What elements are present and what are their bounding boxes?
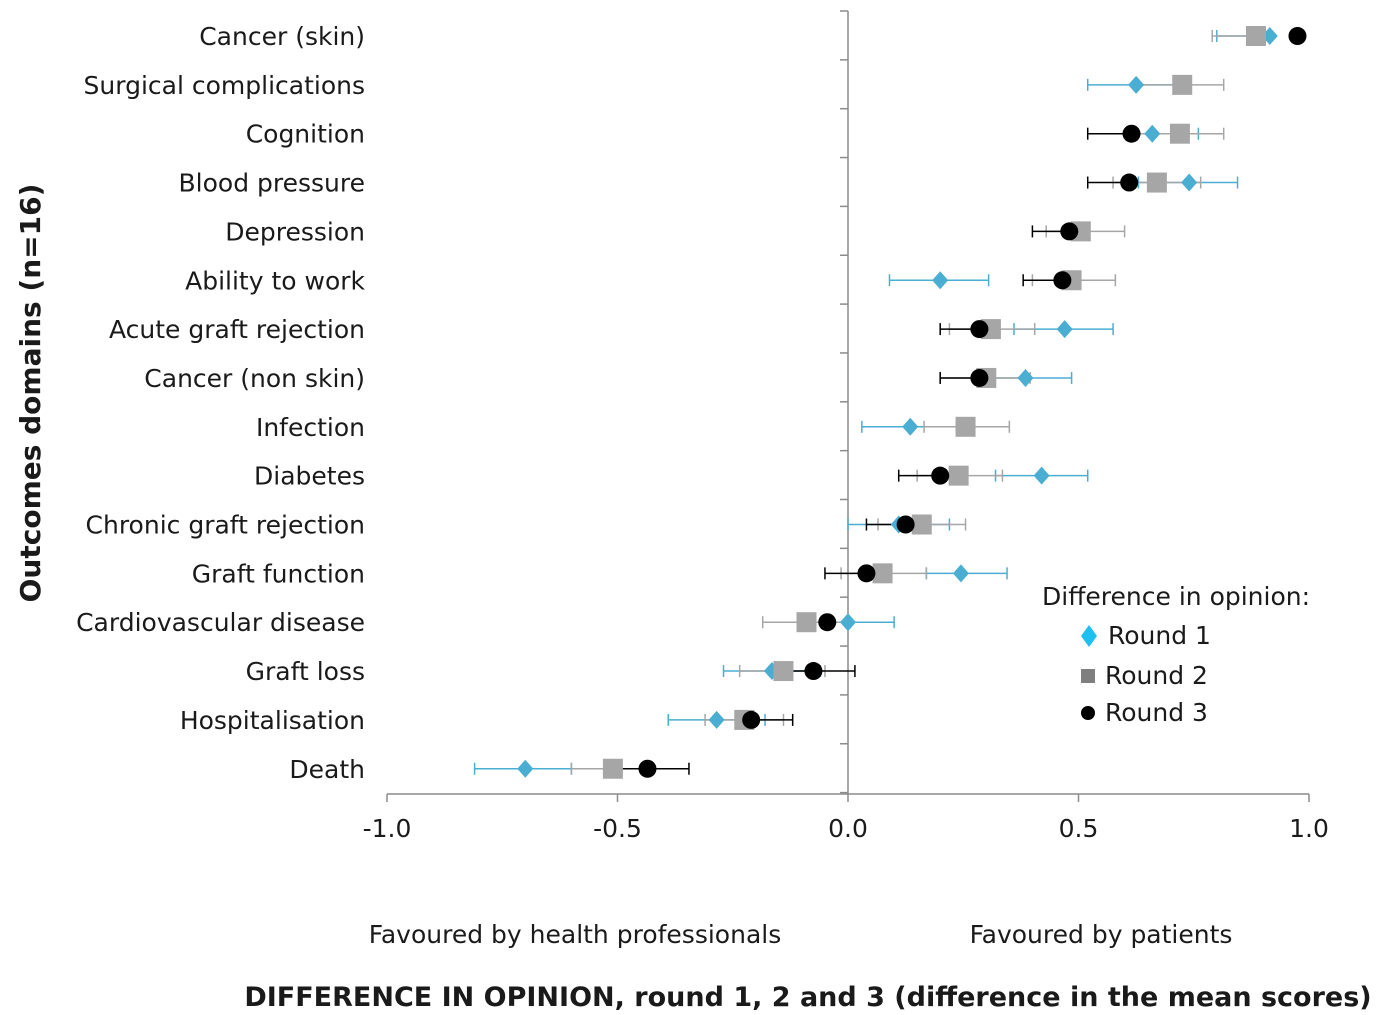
round-2-point <box>911 514 932 535</box>
round-3-point <box>970 320 989 339</box>
legend-diamond-icon <box>1081 625 1097 647</box>
legend-entry-round-1: Round 1 <box>1108 621 1211 650</box>
category-label: Blood pressure <box>179 169 366 198</box>
category-label: Graft loss <box>246 657 365 686</box>
round-3-point <box>931 466 950 485</box>
round-1-point <box>902 417 919 436</box>
round-1-point <box>1128 75 1145 94</box>
right-side-label: Favoured by patients <box>970 920 1233 949</box>
round-1-point <box>1144 124 1161 143</box>
category-label: Graft function <box>192 559 365 588</box>
round-1-point <box>1033 466 1050 485</box>
round-3-point <box>742 710 761 729</box>
round-3-point <box>804 662 823 681</box>
round-1-point <box>708 710 725 729</box>
legend: Difference in opinion: Round 1 Round 2 R… <box>1042 582 1310 727</box>
round-3-point <box>1120 173 1139 192</box>
category-labels: Cancer (skin) Surgical complications Cogni… <box>76 22 365 784</box>
left-side-label: Favoured by health professionals <box>369 920 781 949</box>
category-label: Death <box>289 755 365 784</box>
x-axis-title: DIFFERENCE IN OPINION, round 1, 2 and 3 … <box>244 982 1371 1013</box>
round-2-point <box>948 465 969 486</box>
round-1-point <box>1017 368 1034 387</box>
x-tick-label: -0.5 <box>593 814 642 843</box>
round-2-point <box>1169 123 1190 144</box>
round-2-point <box>872 563 893 584</box>
round-2-point <box>1172 74 1193 95</box>
round-2-point <box>602 758 623 779</box>
x-tick-label: 1.0 <box>1289 814 1329 843</box>
legend-circle-icon <box>1081 706 1095 720</box>
round-3-point <box>1122 124 1141 143</box>
category-label: Surgical complications <box>84 71 365 100</box>
round-3-point <box>896 515 915 534</box>
round-1-point <box>840 613 856 632</box>
data-points <box>517 26 1307 779</box>
round-1-point <box>1056 320 1073 339</box>
category-label: Acute graft rejection <box>109 315 365 344</box>
round-2-point <box>1245 26 1266 46</box>
round-1-point <box>517 759 534 778</box>
legend-square-icon <box>1081 669 1095 683</box>
category-label: Cancer (non skin) <box>144 364 365 393</box>
round-1-point <box>1181 173 1198 192</box>
category-label: Chronic graft rejection <box>86 511 365 540</box>
category-label: Infection <box>256 413 365 442</box>
round-3-point <box>970 368 989 387</box>
round-2-point <box>796 612 817 633</box>
x-tick-label: 0.0 <box>828 814 868 843</box>
round-3-point <box>857 564 876 583</box>
round-3-point <box>638 759 657 778</box>
category-label: Ability to work <box>185 266 365 295</box>
round-3-point <box>1053 271 1072 290</box>
category-label: Cognition <box>246 120 365 149</box>
y-axis-title: Outcomes domains (n=16) <box>14 184 47 603</box>
x-tick-label: -1.0 <box>363 814 412 843</box>
round-2-point <box>773 661 794 682</box>
plot-axes: -1.0 -0.5 0.0 0.5 1.0 <box>363 10 1329 843</box>
category-label: Cardiovascular disease <box>76 608 365 637</box>
round-3-point <box>1288 27 1307 45</box>
round-3-point <box>1060 222 1079 241</box>
round-2-point <box>1146 172 1167 193</box>
legend-entry-round-2: Round 2 <box>1105 661 1208 690</box>
category-label: Cancer (skin) <box>199 22 365 51</box>
round-2-point <box>955 416 976 437</box>
round-3-point <box>818 613 837 632</box>
legend-title: Difference in opinion: <box>1042 582 1310 611</box>
category-label: Diabetes <box>254 462 365 491</box>
category-label: Hospitalisation <box>180 706 365 735</box>
round-1-point <box>952 564 969 583</box>
legend-entry-round-3: Round 3 <box>1105 698 1208 727</box>
category-label: Depression <box>225 217 365 246</box>
round-1-point <box>932 271 949 290</box>
x-tick-label: 0.5 <box>1059 814 1099 843</box>
